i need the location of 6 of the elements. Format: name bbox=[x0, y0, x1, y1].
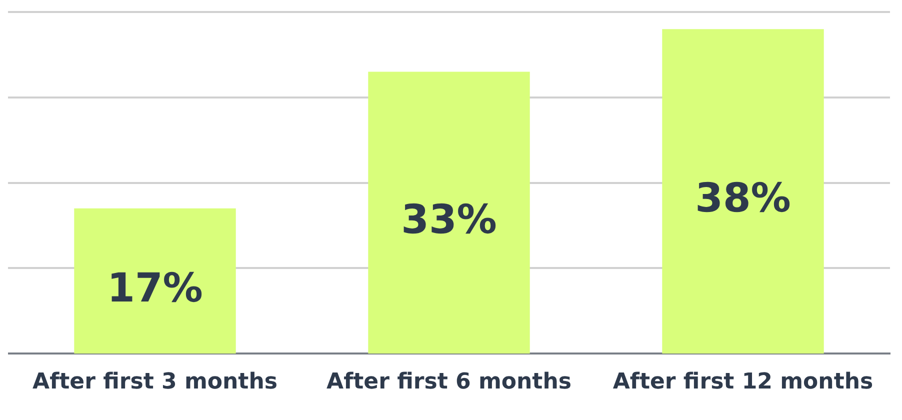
x-tick-label: After first 12 months bbox=[612, 370, 874, 395]
data-label: 33% bbox=[401, 197, 497, 244]
x-tick-label: After first 6 months bbox=[326, 370, 572, 395]
data-label: 17% bbox=[107, 265, 203, 312]
x-tick-label: After first 3 months bbox=[32, 370, 278, 395]
data-label: 38% bbox=[695, 176, 791, 222]
